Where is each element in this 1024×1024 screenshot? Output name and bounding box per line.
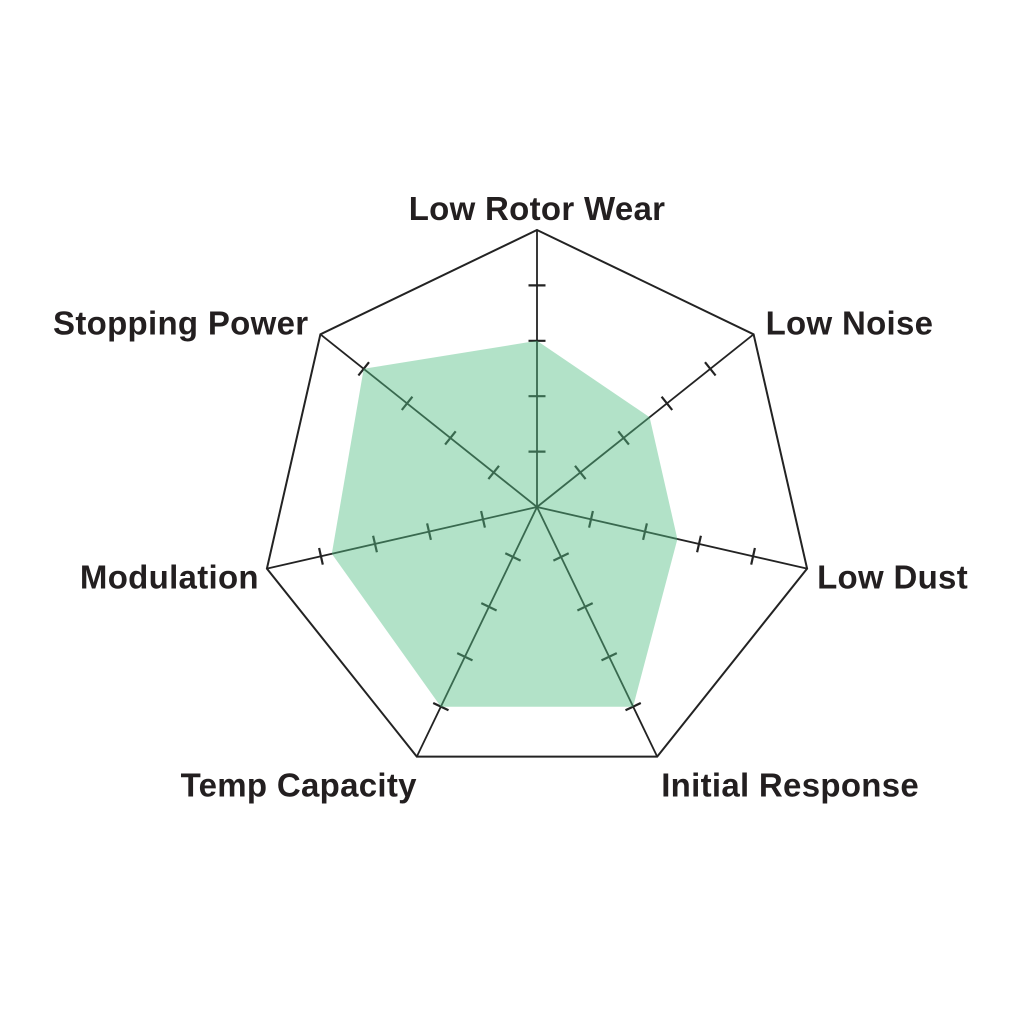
axis-label-temp-capacity: Temp Capacity: [181, 767, 418, 804]
tick-temp-capacity-1: [504, 552, 522, 562]
tick-low-dust-3: [696, 535, 702, 553]
tick-initial-response-2: [576, 602, 594, 612]
axis-spoke-low-noise: [536, 333, 755, 508]
tick-initial-response-1: [552, 552, 570, 562]
tick-low-dust-1: [588, 510, 594, 528]
axis-label-stopping-power: Stopping Power: [53, 304, 308, 341]
axis-label-low-noise: Low Noise: [766, 304, 934, 341]
axis-spoke-temp-capacity: [415, 506, 538, 757]
tick-low-noise-2: [617, 430, 630, 446]
tick-initial-response-3: [601, 652, 618, 662]
data-polygon-rating: [331, 340, 678, 707]
tick-temp-capacity-2: [480, 602, 498, 612]
axis-spoke-stopping-power: [319, 333, 538, 508]
tick-modulation-3: [372, 535, 378, 553]
tick-modulation-1: [480, 510, 486, 528]
axis-spoke-modulation: [266, 506, 538, 570]
tick-stopping-power-3: [400, 396, 414, 411]
radar-outline: [265, 228, 809, 758]
tick-stopping-power-2: [444, 430, 457, 446]
tick-low-noise-3: [660, 396, 674, 411]
tick-low-noise-1: [574, 465, 587, 480]
tick-initial-response-4: [625, 702, 642, 712]
tick-low-noise-4: [704, 361, 717, 377]
tick-modulation-2: [426, 523, 432, 541]
axis-spoke-low-dust: [536, 506, 808, 570]
tick-low-dust-4: [750, 547, 756, 565]
tick-modulation-4: [318, 547, 324, 565]
tick-low-dust-2: [642, 523, 648, 541]
axis-label-low-rotor-wear: Low Rotor Wear: [409, 190, 666, 227]
axis-spoke-initial-response: [536, 506, 659, 757]
axis-label-initial-response: Initial Response: [661, 767, 919, 804]
tick-stopping-power-1: [487, 465, 500, 480]
axis-label-modulation: Modulation: [80, 559, 259, 596]
tick-temp-capacity-3: [456, 652, 473, 662]
tick-stopping-power-4: [357, 361, 370, 377]
axis-label-low-dust: Low Dust: [817, 559, 968, 596]
tick-temp-capacity-4: [432, 702, 449, 712]
